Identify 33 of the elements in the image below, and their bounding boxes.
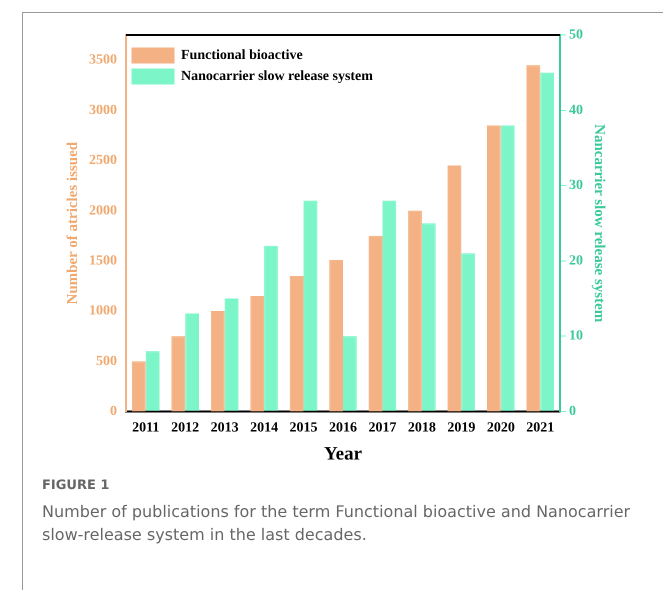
y2-tick-label: 50 bbox=[569, 28, 583, 43]
y-tick-label: 500 bbox=[96, 354, 117, 369]
x-tick-label: 2019 bbox=[447, 420, 476, 436]
y-tick-label: 0 bbox=[110, 404, 117, 420]
x-tick-label: 2011 bbox=[132, 420, 160, 436]
x-tick-label: 2020 bbox=[486, 420, 515, 436]
y-axis-title: Number of atricles issued bbox=[64, 141, 81, 305]
y-tick-label: 1500 bbox=[89, 253, 117, 268]
legend-label: Nanocarrier slow release system bbox=[181, 69, 374, 84]
caption: FIGURE 1 bbox=[42, 478, 110, 493]
y2-tick-label: 0 bbox=[569, 404, 576, 420]
text: Number of publications for the term Functional bioactive and Nanocarrier slow-release system in the last decades. bbox=[42, 501, 632, 546]
y-tick-label: 3500 bbox=[89, 52, 117, 68]
x-tick-label: 2012 bbox=[171, 420, 200, 436]
y2-tick-label: 20 bbox=[569, 253, 583, 268]
x-tick-label: 2017 bbox=[368, 420, 396, 436]
y2-tick-label: 30 bbox=[569, 178, 583, 194]
legend-label: Functional bioactive bbox=[181, 48, 303, 64]
x-tick-label: 2018 bbox=[408, 420, 436, 436]
x-tick-label: 2016 bbox=[329, 420, 357, 436]
y-tick-label: 1000 bbox=[89, 304, 117, 319]
x-axis-title: Year bbox=[324, 444, 363, 465]
x-tick-label: 2014 bbox=[250, 420, 278, 436]
x-tick-label: 2013 bbox=[210, 420, 239, 436]
y-tick-label: 2500 bbox=[89, 153, 117, 168]
y2-tick-label: 10 bbox=[569, 328, 583, 344]
y-tick-label: 3000 bbox=[89, 102, 117, 118]
y2-tick-label: 40 bbox=[569, 102, 583, 118]
y2-axis-title: Nancarrier slow release system bbox=[591, 124, 608, 323]
x-tick-label: 2015 bbox=[290, 420, 318, 436]
x-tick-label: 2021 bbox=[526, 420, 554, 436]
bar bbox=[329, 260, 343, 412]
y-tick-label: 2000 bbox=[89, 203, 117, 218]
